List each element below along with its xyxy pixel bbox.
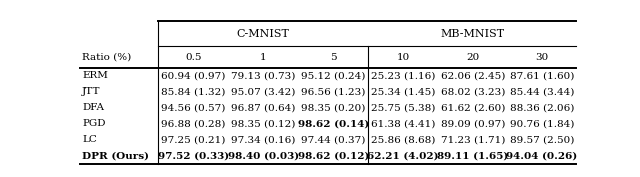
Text: 20: 20: [467, 53, 480, 62]
Text: C-MNIST: C-MNIST: [237, 29, 290, 39]
Text: 85.44 (3.44): 85.44 (3.44): [510, 87, 574, 96]
Text: 97.44 (0.37): 97.44 (0.37): [301, 135, 365, 144]
Text: 98.35 (0.12): 98.35 (0.12): [231, 119, 296, 128]
Text: 85.84 (1.32): 85.84 (1.32): [161, 87, 225, 96]
Text: 88.36 (2.06): 88.36 (2.06): [510, 103, 574, 112]
Text: 25.34 (1.45): 25.34 (1.45): [371, 87, 435, 96]
Text: DFA: DFA: [82, 103, 104, 112]
Text: 97.25 (0.21): 97.25 (0.21): [161, 135, 225, 144]
Text: 25.75 (5.38): 25.75 (5.38): [371, 103, 435, 112]
Text: 79.13 (0.73): 79.13 (0.73): [231, 71, 296, 80]
Text: 62.21 (4.02): 62.21 (4.02): [367, 152, 439, 161]
Text: 61.38 (4.41): 61.38 (4.41): [371, 119, 435, 128]
Text: 30: 30: [536, 53, 548, 62]
Text: 10: 10: [397, 53, 410, 62]
Text: 1: 1: [260, 53, 267, 62]
Text: 68.02 (3.23): 68.02 (3.23): [441, 87, 505, 96]
Text: DPR (Ours): DPR (Ours): [82, 152, 149, 161]
Text: 94.04 (0.26): 94.04 (0.26): [506, 152, 578, 161]
Text: 61.62 (2.60): 61.62 (2.60): [441, 103, 505, 112]
Text: 95.07 (3.42): 95.07 (3.42): [231, 87, 296, 96]
Text: 98.62 (0.14): 98.62 (0.14): [298, 119, 369, 128]
Text: 60.94 (0.97): 60.94 (0.97): [161, 71, 225, 80]
Text: 87.61 (1.60): 87.61 (1.60): [510, 71, 574, 80]
Text: 96.88 (0.28): 96.88 (0.28): [161, 119, 225, 128]
Text: 96.87 (0.64): 96.87 (0.64): [231, 103, 296, 112]
Text: 98.62 (0.12): 98.62 (0.12): [298, 152, 369, 161]
Text: 98.40 (0.03): 98.40 (0.03): [228, 152, 299, 161]
Text: ERM: ERM: [82, 71, 108, 80]
Text: 89.57 (2.50): 89.57 (2.50): [510, 135, 574, 144]
Text: MB-MNIST: MB-MNIST: [440, 29, 504, 39]
Text: PGD: PGD: [82, 119, 106, 128]
Text: 97.52 (0.33): 97.52 (0.33): [158, 152, 229, 161]
Text: 25.86 (8.68): 25.86 (8.68): [371, 135, 435, 144]
Text: 25.23 (1.16): 25.23 (1.16): [371, 71, 435, 80]
Text: 90.76 (1.84): 90.76 (1.84): [510, 119, 574, 128]
Text: 94.56 (0.57): 94.56 (0.57): [161, 103, 225, 112]
Text: 89.11 (1.65): 89.11 (1.65): [438, 152, 509, 161]
Text: 62.06 (2.45): 62.06 (2.45): [441, 71, 505, 80]
Text: 71.23 (1.71): 71.23 (1.71): [441, 135, 505, 144]
Text: 97.34 (0.16): 97.34 (0.16): [231, 135, 296, 144]
Text: Ratio (%): Ratio (%): [82, 53, 131, 62]
Text: 5: 5: [330, 53, 337, 62]
Text: 96.56 (1.23): 96.56 (1.23): [301, 87, 365, 96]
Text: LC: LC: [82, 135, 97, 144]
Text: 89.09 (0.97): 89.09 (0.97): [441, 119, 505, 128]
Text: JTT: JTT: [82, 87, 100, 96]
Text: 98.35 (0.20): 98.35 (0.20): [301, 103, 365, 112]
Text: 0.5: 0.5: [185, 53, 202, 62]
Text: 95.12 (0.24): 95.12 (0.24): [301, 71, 365, 80]
